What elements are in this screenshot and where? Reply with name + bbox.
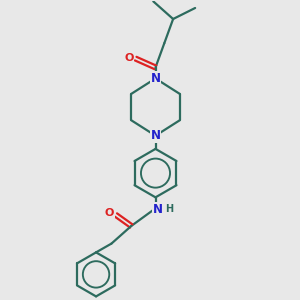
Text: N: N — [151, 129, 160, 142]
Text: O: O — [105, 208, 114, 218]
Text: O: O — [124, 52, 134, 62]
Text: H: H — [165, 204, 173, 214]
Text: N: N — [151, 72, 160, 85]
Text: N: N — [153, 203, 163, 216]
